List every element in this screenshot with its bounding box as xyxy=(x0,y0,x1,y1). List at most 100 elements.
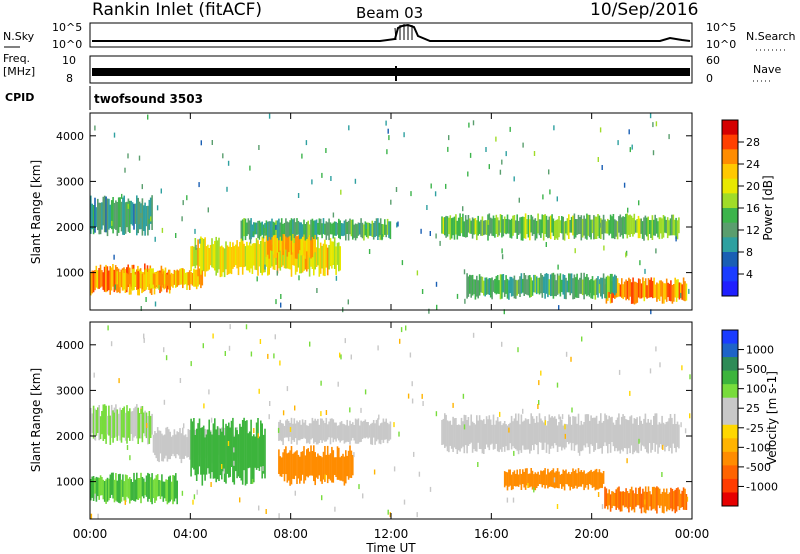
heatmap-cell xyxy=(293,218,296,240)
heatmap-cell xyxy=(531,216,534,236)
heatmap-cell xyxy=(459,425,461,452)
heatmap-cell xyxy=(372,420,375,438)
heatmap-cell xyxy=(347,220,350,241)
heatmap-cell xyxy=(360,407,362,413)
heatmap-cell xyxy=(499,214,502,233)
heatmap-cell xyxy=(250,351,253,357)
heatmap-cell xyxy=(361,222,364,239)
beam-title: Beam 03 xyxy=(356,4,423,22)
heatmap-cell xyxy=(524,468,527,490)
heatmap-cell xyxy=(462,393,465,399)
heatmap-cell xyxy=(579,277,581,294)
heatmap-cell xyxy=(349,445,351,478)
y-tick-label: 4000 xyxy=(56,130,84,143)
heatmap-cell xyxy=(522,421,524,446)
heatmap-cell xyxy=(364,389,367,395)
heatmap-cell xyxy=(350,219,353,237)
heatmap-cell xyxy=(309,341,311,347)
heatmap-cell xyxy=(326,445,329,484)
heatmap-cell xyxy=(678,489,681,511)
heatmap-cell xyxy=(516,469,518,487)
heatmap-cell xyxy=(94,125,96,131)
heatmap-cell xyxy=(177,432,180,456)
heatmap-cell xyxy=(646,422,648,453)
heatmap-cell xyxy=(501,274,503,299)
heatmap-cell xyxy=(261,236,263,276)
heatmap-cell xyxy=(367,422,369,439)
heatmap-cell xyxy=(122,408,124,438)
heatmap-cell xyxy=(183,435,185,459)
heatmap-cell xyxy=(308,228,311,258)
heatmap-cell xyxy=(662,422,665,446)
heatmap-cell xyxy=(385,224,387,238)
heatmap-cell xyxy=(367,222,369,239)
heatmap-cell xyxy=(301,451,304,475)
heatmap-cell xyxy=(470,275,472,298)
heatmap-cell xyxy=(505,424,507,447)
heatmap-cell xyxy=(170,436,173,457)
heatmap-cell xyxy=(92,205,95,235)
heatmap-cell xyxy=(644,499,646,505)
heatmap-cell xyxy=(219,428,222,476)
heatmap-cell xyxy=(457,424,460,451)
heatmap-cell xyxy=(113,202,116,229)
heatmap-cell xyxy=(553,477,556,483)
heatmap-cell xyxy=(649,279,651,298)
heatmap-cell xyxy=(324,423,326,442)
heatmap-cell xyxy=(278,449,280,474)
heatmap-cell xyxy=(529,275,531,298)
heatmap-cell xyxy=(329,418,332,445)
heatmap-cell xyxy=(363,224,365,241)
heatmap-cell xyxy=(492,215,495,237)
heatmap-cell xyxy=(501,215,503,238)
heatmap-cell xyxy=(527,215,530,238)
heatmap-cell xyxy=(663,488,665,514)
heatmap-cell xyxy=(370,423,372,445)
heatmap-cell xyxy=(549,215,552,240)
heatmap-cell xyxy=(140,270,142,289)
heatmap-cell xyxy=(165,274,167,289)
heatmap-cell xyxy=(282,223,284,234)
heatmap-cell xyxy=(487,419,489,448)
heatmap-cell xyxy=(95,207,98,228)
heatmap-cell xyxy=(163,347,165,353)
heatmap-cell xyxy=(444,413,446,448)
heatmap-cell xyxy=(420,228,422,234)
heatmap-cell xyxy=(258,220,261,240)
heatmap-cell xyxy=(570,216,573,233)
heatmap-cell xyxy=(522,142,524,148)
heatmap-cell xyxy=(612,214,615,239)
heatmap-cell xyxy=(267,228,269,255)
heatmap-cell xyxy=(467,276,470,297)
heatmap-cell xyxy=(466,273,468,299)
heatmap-cell xyxy=(659,217,662,234)
heatmap-cell xyxy=(478,415,481,449)
heatmap-cell xyxy=(225,241,227,270)
heatmap-cell xyxy=(232,417,234,483)
heatmap-cell xyxy=(301,227,304,255)
heatmap-cell xyxy=(665,488,668,512)
heatmap-cell xyxy=(379,235,381,241)
heatmap-cell xyxy=(297,220,300,235)
heatmap-cell xyxy=(478,221,481,234)
heatmap-cell xyxy=(113,409,116,438)
heatmap-cell xyxy=(614,219,616,240)
heatmap-cell xyxy=(348,125,350,131)
heatmap-cell xyxy=(137,271,139,290)
heatmap-cell xyxy=(99,202,102,235)
heatmap-cell xyxy=(564,433,566,439)
heatmap-cell xyxy=(379,218,382,240)
heatmap-cell xyxy=(191,272,194,286)
heatmap-cell xyxy=(562,216,564,240)
heatmap-cell xyxy=(556,425,559,452)
heatmap-cell xyxy=(648,422,651,444)
heatmap-cell xyxy=(503,309,505,315)
heatmap-cell xyxy=(537,213,539,234)
heatmap-cell xyxy=(558,471,560,489)
heatmap-cell xyxy=(476,275,478,297)
heatmap-cell xyxy=(627,215,630,235)
power-heatmap xyxy=(90,113,690,315)
heatmap-cell xyxy=(653,277,655,298)
heatmap-cell xyxy=(338,447,340,480)
heatmap-cell xyxy=(148,218,150,224)
